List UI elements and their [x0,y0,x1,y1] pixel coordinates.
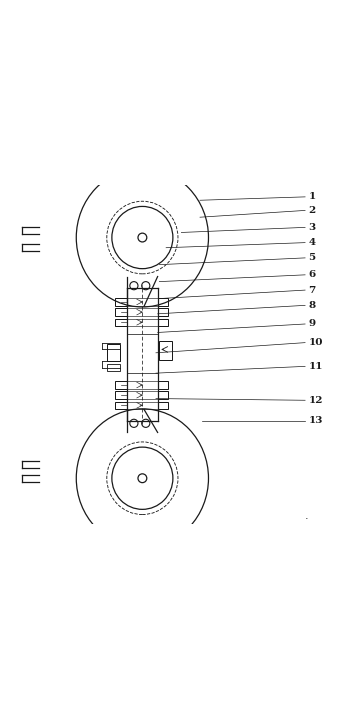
Bar [158,381,168,389]
Bar [158,318,168,326]
Text: 1: 1 [308,192,316,201]
Text: 13: 13 [308,416,323,425]
Bar [115,391,127,399]
Text: 4: 4 [308,238,316,247]
Bar [158,401,168,409]
Text: .: . [305,510,309,520]
Bar [159,341,172,359]
Text: 2: 2 [308,206,316,215]
Text: 11: 11 [308,362,323,371]
Text: 5: 5 [308,253,316,262]
Bar [115,401,127,409]
Text: 3: 3 [308,223,316,232]
Text: 7: 7 [308,286,316,295]
Bar [115,318,127,326]
Text: 6: 6 [308,270,316,279]
Bar [158,308,168,316]
Bar [115,381,127,389]
Text: 9: 9 [308,320,316,328]
Bar [158,298,168,306]
Text: 8: 8 [308,301,316,310]
Bar [107,345,120,362]
Bar [115,298,127,306]
Bar [158,391,168,399]
Bar [115,308,127,316]
Bar [107,364,120,372]
Text: 12: 12 [308,396,323,405]
Text: 10: 10 [308,338,323,347]
